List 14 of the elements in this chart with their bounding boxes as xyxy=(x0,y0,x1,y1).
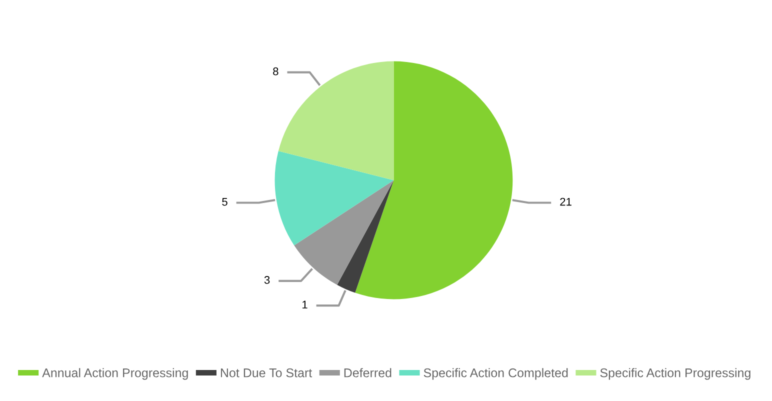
legend-label: Not Due To Start xyxy=(220,368,312,378)
data-label: 1 xyxy=(302,300,308,308)
pie-slice xyxy=(337,180,394,293)
data-label: 21 xyxy=(560,198,572,206)
pie-slice xyxy=(278,61,394,180)
legend-label: Specific Action Completed xyxy=(424,368,568,380)
data-label: 5 xyxy=(222,198,228,206)
legend-label: Specific Action Progressing xyxy=(600,368,750,380)
legend-label: Annual Action Progressing xyxy=(42,368,188,380)
data-label: 3 xyxy=(264,276,270,284)
data-label: 8 xyxy=(273,67,278,76)
pie-slice xyxy=(355,61,513,300)
pie-slice xyxy=(274,151,394,246)
legend-label: Deferred xyxy=(344,368,392,378)
